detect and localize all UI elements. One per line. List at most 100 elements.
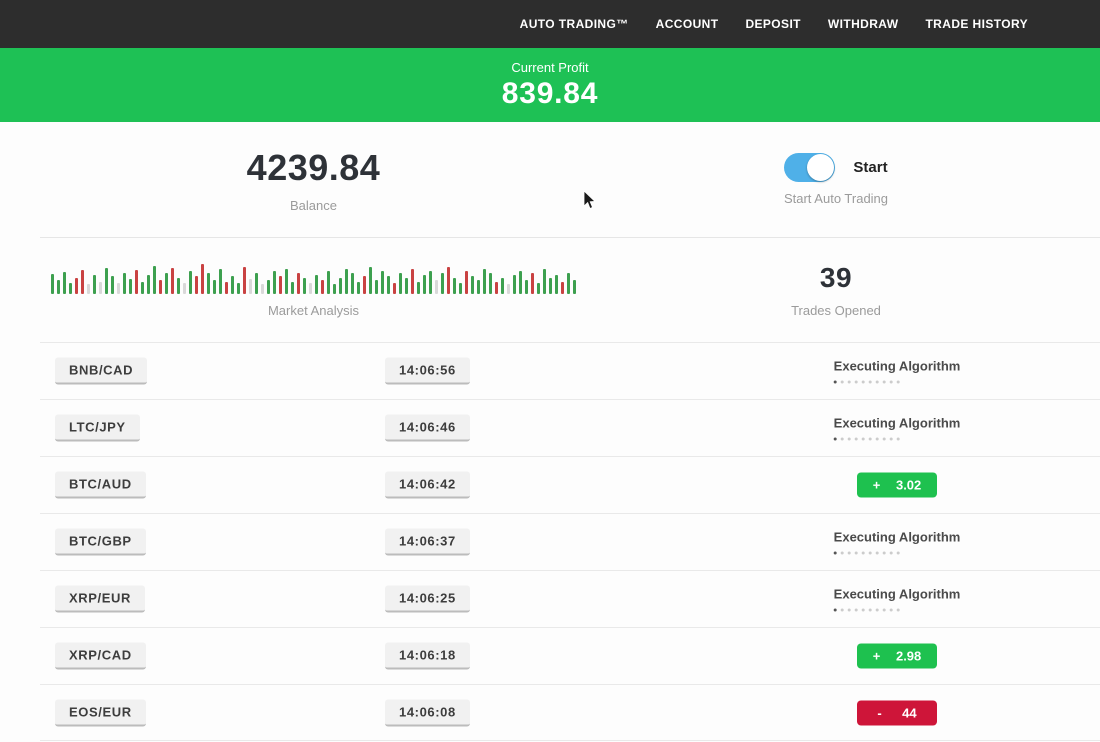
progress-dot: [896, 437, 900, 441]
progress-dot: [854, 437, 858, 441]
market-bar: [153, 266, 156, 294]
nav-item-auto-trading[interactable]: AUTO TRADING™: [519, 17, 629, 31]
progress-dot: [882, 380, 886, 384]
nav-menu: AUTO TRADING™ ACCOUNT DEPOSIT WITHDRAW TRADE…: [520, 17, 1028, 31]
progress-dot: [896, 551, 900, 555]
progress-dot: [868, 551, 872, 555]
profit-banner-value: 839.84: [501, 76, 599, 110]
executing-label: Executing Algorithm: [833, 586, 961, 602]
market-bar: [405, 278, 408, 294]
market-bar: [285, 269, 288, 294]
market-bar: [111, 276, 114, 294]
toggle-state-label: Start: [853, 159, 888, 176]
market-bar: [105, 268, 108, 294]
progress-dot: [889, 437, 893, 441]
trade-status-cell: Executing Algorithm: [833, 586, 961, 612]
nav-item-deposit[interactable]: DEPOSIT: [745, 17, 801, 31]
market-bar: [207, 273, 210, 294]
trade-result-badge: - 44: [857, 700, 937, 725]
market-bar: [129, 279, 132, 294]
market-bar: [381, 271, 384, 294]
market-bar: [489, 273, 492, 294]
market-bar: [519, 271, 522, 294]
trade-row: XRP/CAD 14:06:18 +2.98: [40, 627, 1100, 684]
trade-status-cell: +3.02: [857, 472, 937, 498]
market-bar: [297, 273, 300, 294]
time-chip: 14:06:08: [385, 699, 470, 726]
pair-chip[interactable]: BNB/CAD: [55, 357, 148, 385]
market-bar: [429, 271, 432, 294]
market-bar: [51, 274, 54, 294]
trade-row: XRP/EUR 14:06:25 Executing Algorithm: [40, 570, 1100, 627]
progress-dot: [854, 380, 858, 384]
market-bar: [237, 283, 240, 294]
market-bar: [447, 267, 450, 294]
progress-dot: [875, 380, 879, 384]
market-bar: [453, 278, 456, 294]
progress-dot: [861, 608, 865, 612]
market-bar: [537, 283, 540, 294]
pair-chip[interactable]: XRP/CAD: [55, 642, 146, 670]
trade-list: BNB/CAD 14:06:56 Executing Algorithm LTC…: [0, 342, 1100, 741]
nav-item-trade-history[interactable]: TRADE HISTORY: [925, 17, 1028, 31]
result-value: 2.98: [895, 648, 922, 664]
progress-dot: [896, 380, 900, 384]
market-bar: [309, 283, 312, 294]
pair-chip[interactable]: LTC/JPY: [55, 414, 140, 442]
market-bar: [375, 280, 378, 294]
pair-chip[interactable]: BTC/GBP: [55, 528, 146, 556]
market-bar: [213, 280, 216, 294]
market-bar: [231, 276, 234, 294]
progress-dot: [889, 608, 893, 612]
market-bar: [255, 273, 258, 294]
market-bar: [531, 273, 534, 294]
market-bar: [195, 276, 198, 294]
progress-dot: [833, 551, 837, 555]
market-bar: [99, 282, 102, 294]
market-bar: [123, 273, 126, 294]
pair-chip[interactable]: BTC/AUD: [55, 471, 146, 499]
market-bar: [369, 267, 372, 294]
stats-bottom-row: Market Analysis 39 Trades Opened: [0, 238, 1100, 342]
trades-opened-stat: 39 Trades Opened: [627, 238, 1045, 342]
market-bar: [543, 269, 546, 294]
market-bar: [183, 283, 186, 294]
nav-item-account[interactable]: ACCOUNT: [655, 17, 719, 31]
progress-dot: [847, 380, 851, 384]
executing-status: Executing Algorithm: [833, 586, 961, 612]
executing-label: Executing Algorithm: [833, 529, 961, 545]
progress-dot: [840, 551, 844, 555]
pair-chip[interactable]: XRP/EUR: [55, 585, 145, 613]
result-sign: +: [872, 477, 881, 493]
market-bar: [549, 278, 552, 294]
market-bar: [165, 273, 168, 294]
market-analysis-chart: [51, 262, 576, 294]
market-bar: [567, 273, 570, 294]
progress-dot: [868, 380, 872, 384]
market-bar: [399, 273, 402, 294]
pair-chip[interactable]: EOS/EUR: [55, 699, 146, 726]
auto-trading-toggle[interactable]: [784, 153, 836, 182]
progress-dot: [833, 380, 837, 384]
progress-dots: [833, 608, 961, 612]
trade-result-badge: +3.02: [857, 472, 937, 498]
progress-dot: [840, 380, 844, 384]
market-bar: [249, 279, 252, 294]
nav-item-withdraw[interactable]: WITHDRAW: [827, 17, 899, 31]
profit-banner: Current Profit 839.84: [0, 48, 1100, 122]
stats-top-row: 4239.84 Balance Start Start Auto Trading: [0, 122, 1100, 237]
market-bar: [261, 284, 264, 294]
market-bar: [423, 275, 426, 294]
progress-dot: [854, 551, 858, 555]
market-bar: [171, 268, 174, 294]
market-bar: [273, 271, 276, 294]
market-bar: [411, 269, 414, 294]
trade-row: BTC/AUD 14:06:42 +3.02: [40, 456, 1100, 513]
progress-dot: [875, 608, 879, 612]
market-bar: [477, 280, 480, 294]
market-analysis-label: Market Analysis: [267, 303, 360, 318]
market-bar: [327, 271, 330, 294]
balance-label: Balance: [290, 197, 337, 213]
market-bar: [201, 264, 204, 294]
